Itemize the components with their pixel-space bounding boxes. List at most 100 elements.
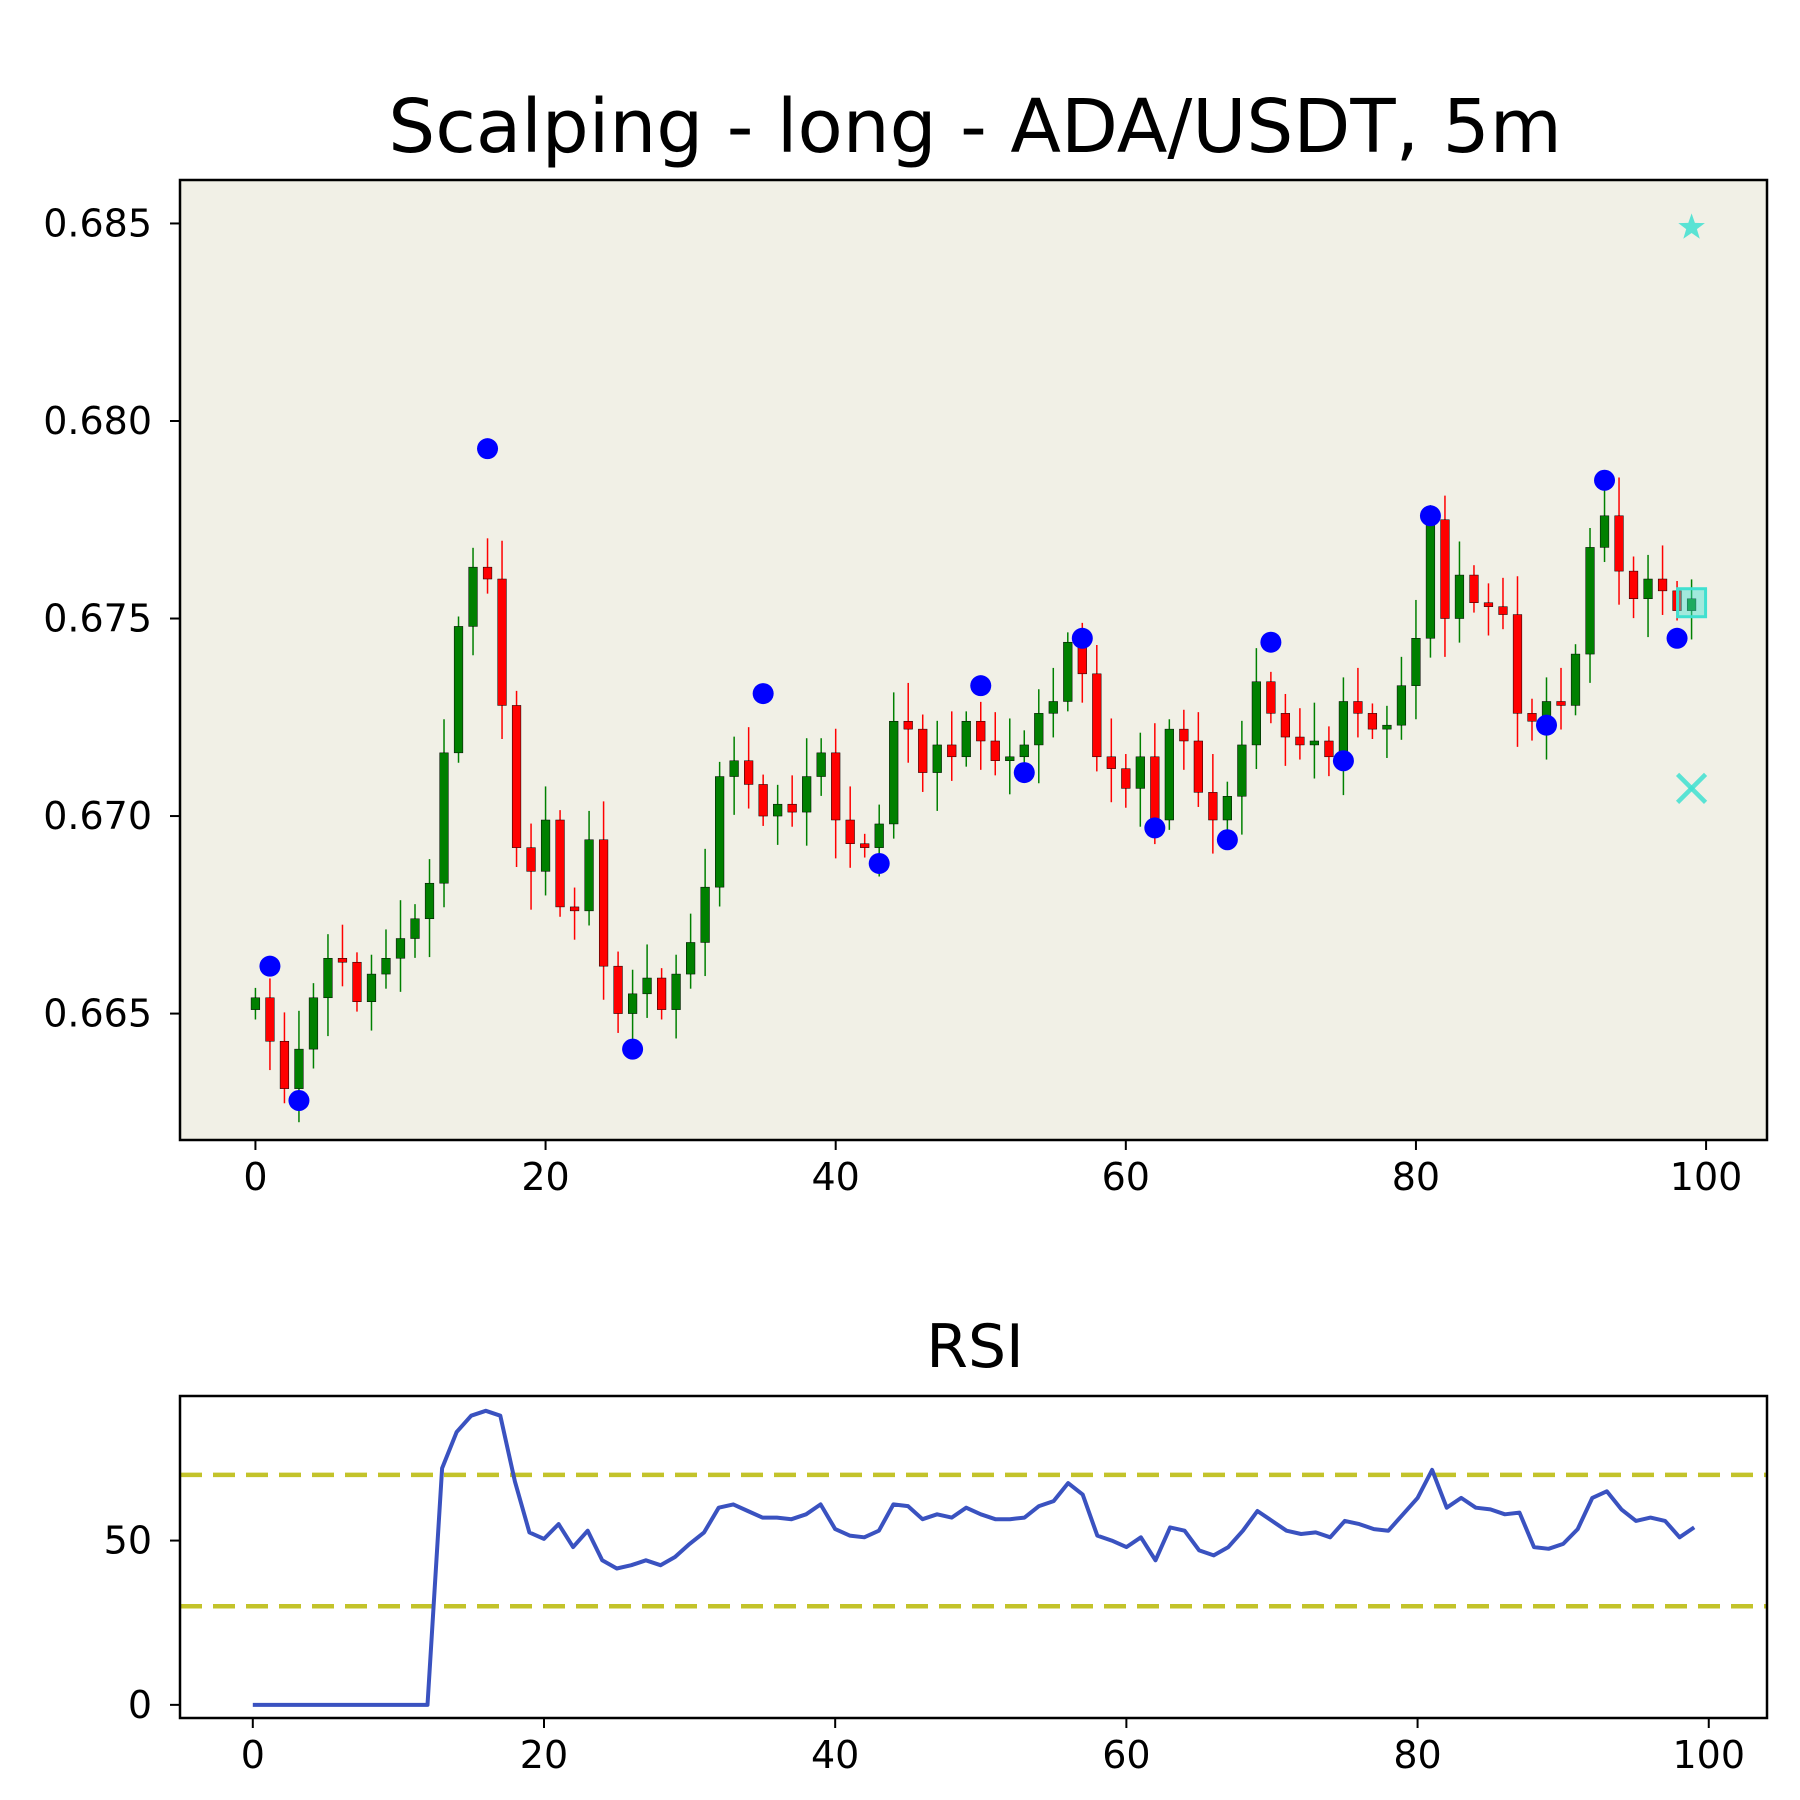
candle-body [686, 942, 696, 975]
candle-body [1005, 756, 1015, 761]
pivot-point [1419, 505, 1441, 527]
pivot-point [288, 1089, 310, 1111]
candle-x-axis: 0 20 40 60 80 100 [243, 1140, 1742, 1199]
candle-body [1686, 598, 1697, 611]
candle-body [932, 744, 942, 773]
rsi-x-axis: 0 20 40 60 80 100 [241, 1718, 1745, 1777]
candle-body [874, 823, 884, 848]
stop-loss-x-stroke [1675, 772, 1708, 804]
candle-body [918, 728, 928, 773]
candle-body [976, 720, 986, 742]
candle-body [744, 760, 754, 785]
candle-body [657, 977, 667, 1010]
pivot-point [970, 675, 992, 697]
candle-body [1599, 515, 1610, 548]
candle-body [1425, 519, 1436, 639]
candle-body [627, 993, 638, 1014]
candle-y-tick-label: 0.680 [43, 399, 152, 443]
candle-body [352, 961, 362, 1002]
candle-y-tick-label: 0.665 [43, 992, 152, 1036]
rsi-x-tick-label: 100 [1672, 1733, 1745, 1777]
candle-body [1208, 792, 1218, 821]
candle-x-tick-label: 100 [1670, 1155, 1743, 1199]
candle-body [729, 760, 739, 777]
pivot-point [1332, 750, 1354, 772]
candle-body [366, 973, 377, 1002]
candle-body [1106, 756, 1116, 769]
candle-body [1483, 602, 1494, 607]
pivot-point [868, 852, 890, 874]
candle-body [1092, 673, 1102, 758]
candle-body [1179, 728, 1189, 742]
stop-loss-x-marker [1675, 772, 1708, 804]
candle-body [1454, 574, 1465, 619]
candle-body [1324, 740, 1334, 758]
candle-body [250, 997, 261, 1010]
candle-body [1628, 570, 1639, 600]
candle-body [265, 997, 275, 1042]
entry-square-marker [1676, 587, 1708, 619]
candle-body [1309, 740, 1320, 746]
candle-body [1382, 724, 1392, 730]
candle-body [569, 906, 580, 912]
pivot-point [1536, 714, 1558, 736]
candle-body [482, 566, 493, 580]
candle-body [1643, 578, 1653, 600]
pivot-points-group [259, 438, 1688, 1111]
candle-body [511, 705, 522, 848]
candle-body [1338, 701, 1349, 758]
candle-body [1193, 740, 1203, 793]
candle-body [540, 819, 551, 872]
candle-body [1135, 756, 1145, 789]
candle-body [613, 965, 623, 1014]
candle-body [323, 958, 333, 999]
rsi-plot-background [180, 1396, 1767, 1718]
candle-body [1657, 578, 1668, 592]
candle-body [1237, 744, 1247, 797]
rsi-chart-title: RSI [926, 1312, 1023, 1382]
rsi-x-tick-label: 40 [811, 1733, 859, 1777]
candle-body [816, 752, 826, 777]
candle-body [860, 843, 870, 848]
pivot-point [752, 683, 774, 705]
candle-body [1019, 744, 1029, 758]
rsi-series-line [252, 1408, 1696, 1707]
candle-body [903, 720, 913, 730]
rsi-y-axis: 0 50 [104, 1519, 180, 1727]
candle-y-tick-label: 0.670 [43, 794, 152, 838]
candle-body [1498, 606, 1508, 615]
rsi-x-tick-label: 80 [1393, 1733, 1441, 1777]
candle-body [947, 744, 957, 758]
candle-body [1150, 756, 1160, 821]
candle-body [584, 839, 594, 912]
candle-body [1063, 641, 1073, 702]
candle-body [1585, 547, 1595, 655]
pivot-point [1666, 627, 1688, 649]
pivot-point [1216, 829, 1238, 851]
candle-body [381, 958, 391, 975]
candle-y-axis: 0.665 0.670 0.675 0.680 0.685 [43, 201, 180, 1036]
rsi-y-tick-label: 0 [128, 1683, 152, 1727]
candle-body [1164, 728, 1174, 821]
candle-body [1367, 713, 1378, 730]
candle-body [337, 958, 348, 963]
pivot-point [1144, 817, 1166, 839]
take-profit-star-marker [1678, 213, 1705, 239]
trade-markers-group [1675, 213, 1708, 804]
candle-body [410, 918, 420, 939]
rsi-x-tick-label: 60 [1102, 1733, 1150, 1777]
candle-body [671, 973, 681, 1010]
candle-body [1266, 681, 1276, 714]
candle-body [1556, 701, 1566, 706]
pivot-point [259, 955, 281, 977]
candle-x-tick-label: 0 [243, 1155, 267, 1199]
candle-body [889, 720, 899, 825]
pivot-point [1071, 627, 1093, 649]
rsi-x-tick-label: 20 [520, 1733, 568, 1777]
candle-body [497, 578, 507, 706]
candle-x-tick-label: 20 [521, 1155, 569, 1199]
candle-body [1034, 713, 1044, 746]
candle-x-tick-label: 80 [1392, 1155, 1440, 1199]
candle-body [831, 752, 841, 821]
candle-body [802, 776, 812, 813]
